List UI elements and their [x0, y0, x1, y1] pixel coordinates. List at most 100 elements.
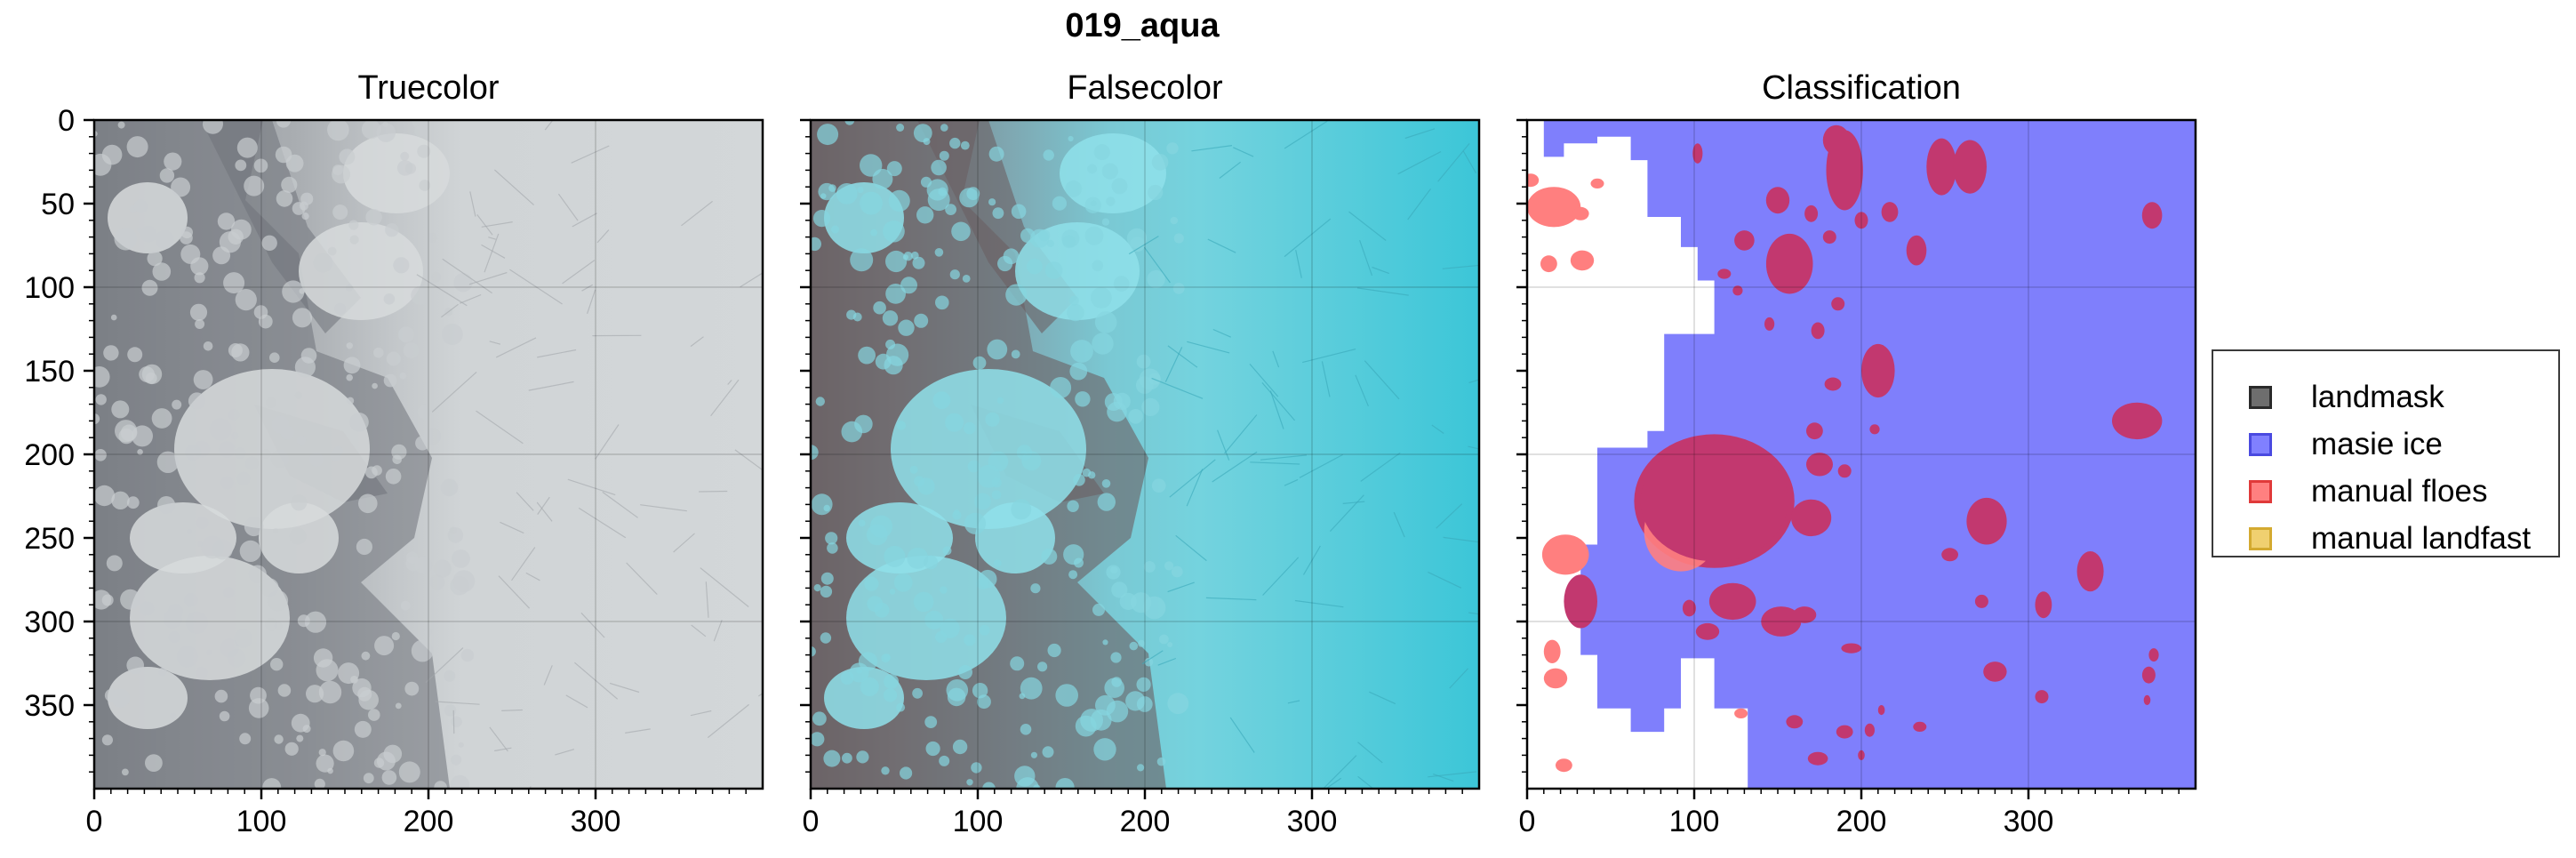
- false-small-floe: [1046, 239, 1054, 247]
- manual-floe: [1806, 422, 1823, 440]
- true-small-floe: [248, 698, 269, 718]
- true-small-floe: [412, 120, 429, 130]
- false-small-floe: [1073, 474, 1085, 486]
- manual-floe: [1861, 343, 1895, 398]
- false-small-floe: [1166, 142, 1179, 155]
- false-small-floe: [896, 702, 906, 712]
- true-small-floe: [352, 678, 372, 698]
- false-small-floe: [856, 750, 869, 764]
- true-small-floe: [151, 408, 172, 429]
- false-small-floe: [952, 739, 968, 755]
- true-crack: [425, 647, 464, 684]
- false-small-floe: [1167, 642, 1173, 647]
- manual-floe: [2141, 666, 2156, 684]
- false-small-floe: [842, 752, 852, 764]
- false-small-floe: [1167, 693, 1189, 715]
- false-crack: [1175, 534, 1207, 562]
- false-crack: [1302, 545, 1321, 575]
- false-crack: [1284, 218, 1332, 258]
- false-small-floe: [987, 339, 1008, 360]
- false-small-floe: [885, 250, 908, 273]
- false-small-floe: [1091, 287, 1112, 309]
- true-small-floe: [417, 405, 431, 419]
- false-small-floe: [1052, 196, 1067, 211]
- false-small-floe: [1020, 450, 1028, 456]
- false-small-floe: [988, 146, 1004, 162]
- true-crack: [625, 728, 651, 734]
- false-crack: [1436, 503, 1463, 529]
- true-small-floe: [368, 709, 380, 721]
- false-small-floe: [1172, 283, 1185, 294]
- false-small-floe: [909, 465, 918, 474]
- false-small-floe: [1101, 479, 1111, 488]
- false-small-floe: [927, 188, 950, 212]
- true-small-floe: [206, 649, 212, 655]
- true-large-floe-0: [174, 369, 370, 529]
- false-small-floe: [900, 277, 917, 294]
- manual-floe: [1941, 548, 1958, 562]
- true-small-floe: [294, 391, 302, 399]
- true-small-floe: [275, 146, 292, 164]
- false-crack: [1449, 668, 1469, 689]
- true-crack: [580, 612, 605, 638]
- legend-item-manual-landfast: manual landfast: [2249, 519, 2531, 558]
- false-small-floe: [1138, 639, 1146, 647]
- false-small-floe: [935, 630, 948, 644]
- panel-title-falsecolor: Falsecolor: [1067, 69, 1223, 107]
- false-small-floe: [896, 421, 907, 430]
- classification-image: [1527, 120, 2196, 789]
- truecolor-image: [94, 120, 763, 789]
- false-small-floe: [940, 586, 948, 594]
- manual-floe: [1953, 140, 1987, 194]
- false-small-floe: [1030, 751, 1037, 758]
- true-small-floe: [292, 308, 313, 328]
- true-large-floe-1: [130, 556, 290, 680]
- false-small-floe: [827, 542, 838, 554]
- false-small-floe: [1011, 204, 1027, 220]
- true-small-floe: [347, 397, 355, 405]
- true-small-floe: [193, 370, 213, 389]
- true-small-floe: [253, 158, 268, 173]
- true-small-floe: [235, 289, 257, 311]
- false-small-floe: [964, 512, 987, 534]
- false-small-floe: [962, 275, 971, 283]
- false-small-floe: [1047, 643, 1061, 658]
- true-crack: [572, 212, 597, 228]
- true-crack: [740, 272, 763, 288]
- true-small-floe: [180, 244, 201, 264]
- true-small-floe: [453, 273, 473, 293]
- false-small-floe: [925, 741, 940, 757]
- true-small-floe: [376, 123, 396, 142]
- false-small-floe: [812, 711, 827, 726]
- manual-floe: [1792, 606, 1817, 623]
- true-small-floe: [391, 444, 407, 460]
- true-small-floe: [450, 774, 470, 789]
- true-crack: [488, 237, 496, 240]
- false-small-floe: [902, 254, 908, 261]
- true-small-floe: [365, 209, 382, 226]
- false-crack: [1369, 691, 1396, 705]
- false-small-floe: [1070, 340, 1093, 363]
- false-crack: [1355, 374, 1369, 407]
- true-small-floe: [276, 120, 291, 128]
- true-small-floe: [297, 614, 310, 628]
- false-small-floe: [884, 545, 906, 567]
- manual-floe: [1913, 721, 1927, 733]
- y-tick-label: 350: [24, 689, 75, 723]
- true-crack: [700, 567, 749, 607]
- manual-floe: [1877, 705, 1885, 716]
- true-small-floe: [361, 651, 371, 661]
- true-small-floe: [444, 670, 456, 682]
- manual-floe: [1570, 250, 1595, 271]
- true-small-floe: [299, 288, 306, 294]
- true-small-floe: [304, 611, 327, 633]
- false-small-floe: [946, 679, 969, 702]
- true-crack: [581, 284, 593, 292]
- true-small-floe: [316, 754, 334, 773]
- false-small-floe: [1068, 135, 1074, 142]
- false-small-floe: [949, 269, 960, 280]
- false-small-floe: [817, 124, 839, 146]
- legend-swatch-landmask: [2249, 386, 2272, 409]
- false-small-floe: [942, 546, 952, 556]
